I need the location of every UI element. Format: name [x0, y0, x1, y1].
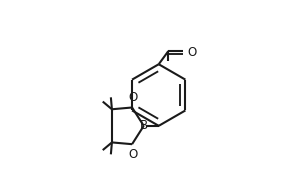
Text: O: O: [128, 148, 137, 161]
Text: B: B: [140, 119, 148, 132]
Text: O: O: [188, 46, 197, 59]
Text: O: O: [128, 91, 137, 104]
